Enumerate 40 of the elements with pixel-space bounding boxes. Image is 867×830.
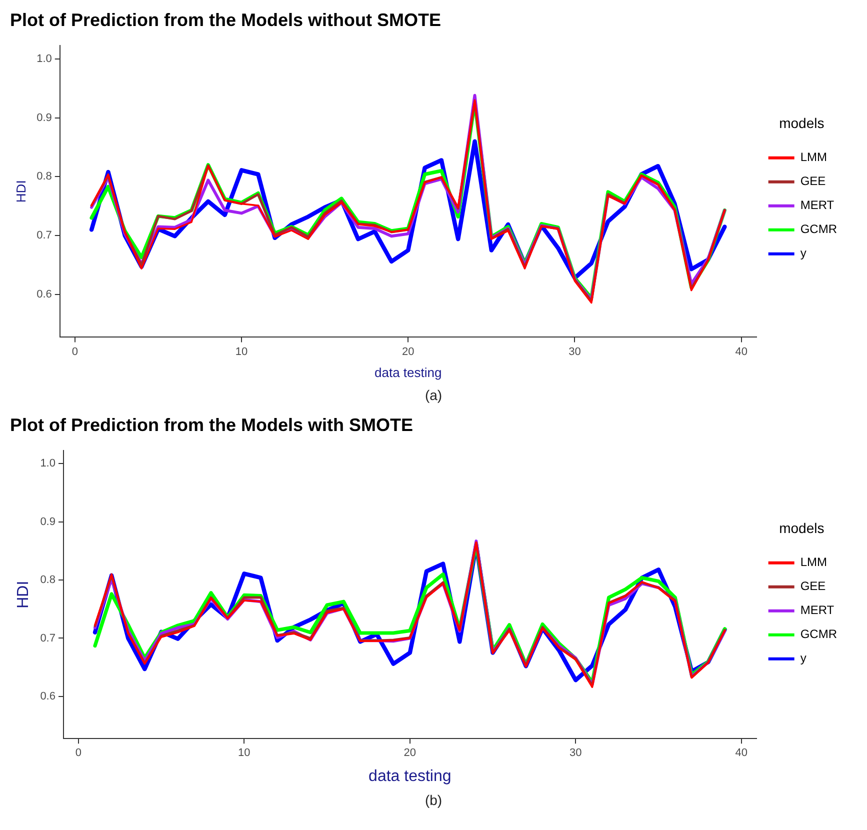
y-tick-label: 0.7 [40, 632, 56, 644]
text: (a) [424, 386, 444, 405]
legend-label: MERT [800, 198, 835, 212]
x-tick-label: 10 [235, 346, 248, 358]
y-tick-label: 0.9 [40, 516, 56, 528]
y-axis-title: HDI [13, 180, 28, 203]
x-tick-label: 40 [735, 346, 748, 358]
y-axis-title: HDI [15, 580, 32, 608]
legend-label: GEE [800, 579, 826, 594]
x-tick-label: 30 [568, 346, 581, 358]
x-axis-title: data testing [374, 364, 442, 380]
legend-label: GCMR [800, 222, 838, 236]
y-tick-label: 0.9 [36, 112, 52, 124]
y-tick-label: 1.0 [36, 52, 52, 65]
chart-title: Plot of Prediction from the Models with SMOTE [10, 414, 414, 435]
legend-label: MERT [800, 603, 835, 618]
x-tick-label: 10 [238, 747, 250, 760]
x-tick-label: 30 [570, 747, 582, 760]
x-axis-title: data testing [368, 768, 452, 785]
legend-label: LMM [800, 555, 828, 570]
legend-label: LMM [800, 150, 828, 164]
chart-title: Plot of Prediction from the Models without SMOTE [10, 10, 441, 30]
legend-label: GEE [800, 174, 826, 188]
x-tick-label: 0 [75, 747, 82, 760]
x-tick-label: 20 [404, 747, 416, 760]
y-tick-label: 1.0 [40, 458, 56, 470]
legend-title: models [779, 520, 824, 536]
y-tick-label: 0.8 [36, 170, 52, 183]
x-tick-label: 40 [735, 747, 748, 760]
x-tick-label: 20 [402, 346, 414, 358]
legend-label: y [800, 246, 806, 260]
y-tick-label: 0.6 [40, 690, 56, 702]
x-tick-label: 0 [72, 346, 78, 358]
text: (b) [424, 791, 444, 810]
legend-label: GCMR [800, 627, 838, 642]
y-tick-label: 0.8 [40, 574, 56, 586]
y-tick-label: 0.6 [36, 288, 52, 301]
y-tick-label: 0.7 [36, 230, 52, 242]
legend-label: y [800, 651, 806, 666]
legend-title: models [779, 114, 824, 131]
